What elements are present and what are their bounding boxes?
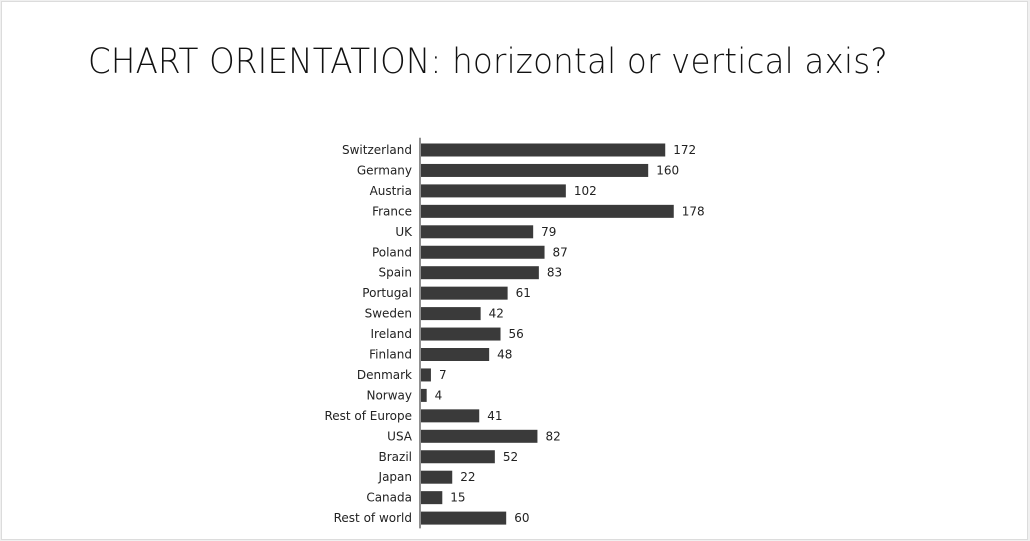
category-label-rest-of-europe: Rest of Europe (324, 409, 412, 423)
value-label-japan: 22 (460, 470, 475, 484)
bar-austria (421, 184, 566, 198)
bar-rest-of-europe (421, 409, 480, 423)
value-label-austria: 102 (574, 184, 597, 198)
category-label-ireland: Ireland (370, 327, 412, 341)
category-label-denmark: Denmark (357, 368, 412, 382)
value-label-ireland: 56 (509, 327, 524, 341)
value-label-portugal: 61 (516, 286, 531, 300)
bar-usa (421, 429, 538, 443)
category-label-rest-of-world: Rest of world (334, 511, 412, 525)
value-label-denmark: 7 (439, 368, 447, 382)
bar-japan (421, 470, 453, 484)
value-label-rest-of-world: 60 (514, 511, 529, 525)
category-label-finland: Finland (369, 348, 412, 362)
value-label-germany: 160 (656, 163, 679, 177)
category-label-uk: UK (395, 225, 413, 239)
bar-finland (421, 348, 490, 361)
bar-norway (421, 388, 427, 402)
value-label-switzerland: 172 (673, 143, 696, 157)
bar-poland (421, 245, 545, 259)
bar-germany (421, 163, 649, 177)
category-label-sweden: Sweden (365, 307, 412, 321)
category-label-germany: Germany (357, 163, 412, 177)
value-label-canada: 15 (450, 491, 465, 505)
bar-portugal (421, 286, 508, 300)
bar-france (421, 204, 674, 218)
category-label-poland: Poland (372, 245, 412, 259)
bar-brazil (421, 450, 495, 464)
value-label-sweden: 42 (489, 307, 504, 321)
category-label-france: France (372, 204, 412, 218)
bar-ireland (421, 327, 501, 341)
category-label-usa: USA (387, 429, 413, 443)
value-label-rest-of-europe: 41 (487, 409, 502, 423)
value-label-france: 178 (682, 204, 705, 218)
value-label-uk: 79 (541, 225, 556, 239)
category-label-portugal: Portugal (362, 286, 412, 300)
value-label-norway: 4 (435, 388, 443, 402)
bar-rest-of-world (421, 511, 507, 525)
value-label-poland: 87 (553, 245, 568, 259)
category-label-switzerland: Switzerland (342, 143, 412, 157)
category-label-brazil: Brazil (379, 450, 413, 464)
slide-title: CHART ORIENTATION: horizontal or vertica… (88, 42, 888, 82)
category-label-norway: Norway (366, 388, 412, 402)
bar-spain (421, 266, 539, 280)
category-label-spain: Spain (378, 266, 412, 280)
bar-denmark (421, 368, 431, 382)
value-label-finland: 48 (497, 348, 512, 362)
bar-switzerland (421, 143, 666, 157)
category-label-japan: Japan (378, 470, 412, 484)
bar-canada (421, 491, 443, 505)
category-label-austria: Austria (370, 184, 412, 198)
category-label-canada: Canada (366, 491, 412, 505)
bar-sweden (421, 307, 481, 321)
bar-uk (421, 225, 534, 239)
value-label-brazil: 52 (503, 450, 518, 464)
value-label-spain: 83 (547, 266, 562, 280)
value-label-usa: 82 (545, 429, 560, 443)
